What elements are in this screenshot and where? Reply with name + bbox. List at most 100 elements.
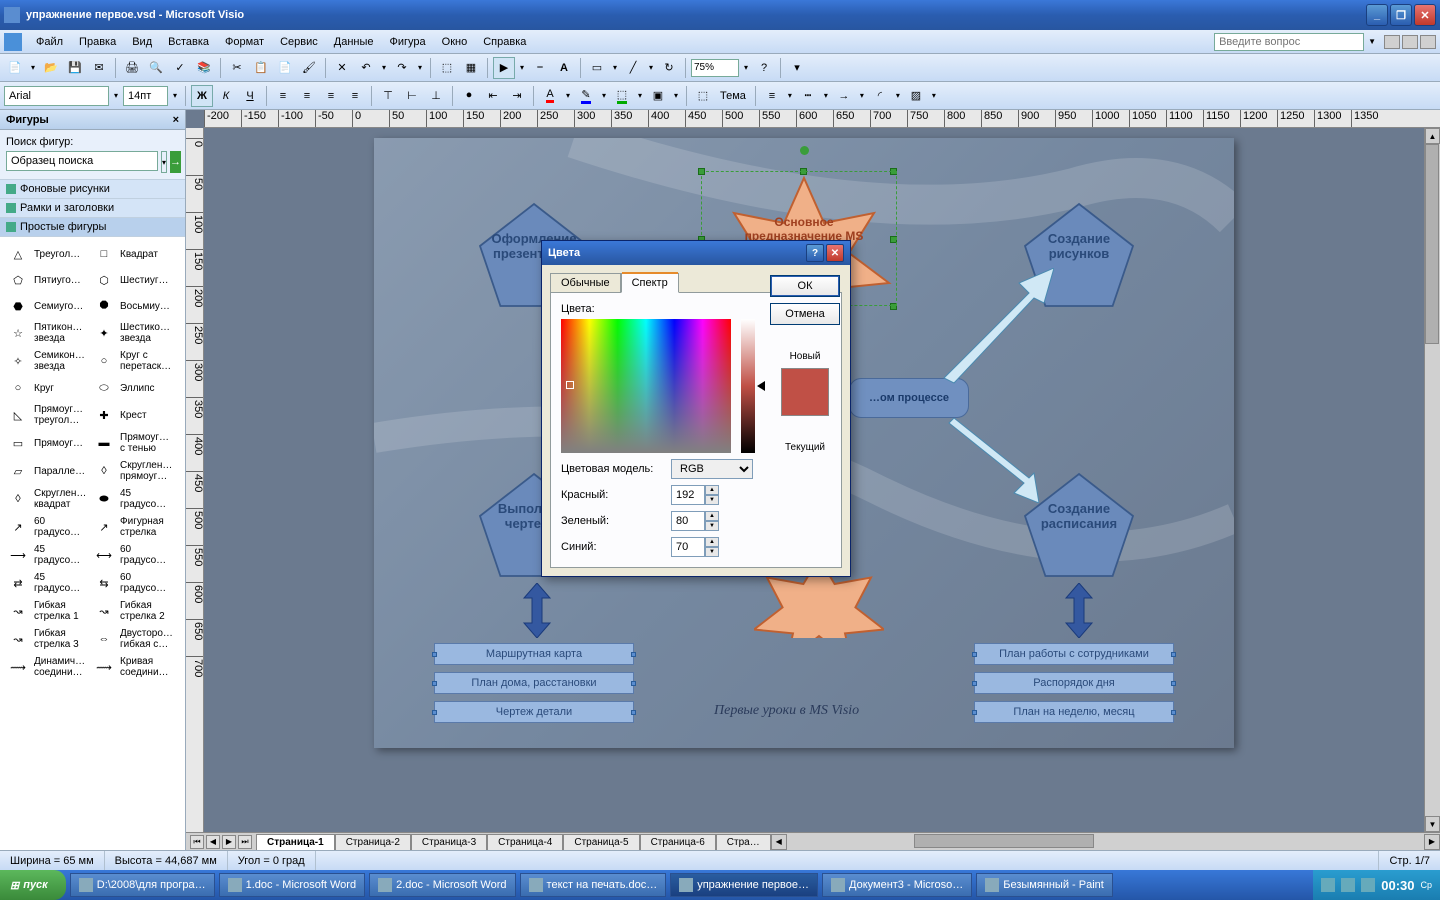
shape-stencil-item[interactable]: ⬡Шестиуг… — [90, 267, 176, 293]
align-top-button[interactable]: ⊤ — [377, 85, 399, 107]
more-button[interactable]: ▾ — [786, 57, 808, 79]
doc-restore-button[interactable] — [1402, 35, 1418, 49]
fill-color-button[interactable]: ⬚ — [611, 85, 633, 107]
ok-button[interactable]: ОК — [770, 275, 840, 297]
shape-stencil-item[interactable]: ⬠Пятиуго… — [4, 267, 90, 293]
double-arrow-shape[interactable] — [522, 583, 552, 638]
taskbar-item[interactable]: Документ3 - Microso… — [822, 873, 972, 897]
taskbar-item[interactable]: Безымянный - Paint — [976, 873, 1113, 897]
scroll-thumb[interactable] — [914, 834, 1094, 848]
scroll-left-button[interactable]: ◀ — [771, 834, 787, 850]
tray-icon[interactable] — [1341, 878, 1355, 892]
shape-stencil-item[interactable]: ◊Скруглен… прямоуг… — [90, 457, 176, 485]
selection-handle[interactable] — [890, 168, 897, 175]
shape-stencil-item[interactable]: ↝Гибкая стрелка 3 — [4, 625, 90, 653]
luminance-slider[interactable] — [741, 319, 755, 453]
shape-stencil-item[interactable]: ⟿Кривая соедини… — [90, 653, 176, 681]
shape-stencil-item[interactable]: ⇆60 градусо… — [90, 569, 176, 597]
font-size-select[interactable] — [123, 86, 168, 106]
doc-minimize-button[interactable] — [1384, 35, 1400, 49]
taskbar-item[interactable]: упражнение первое… — [670, 873, 818, 897]
tray-icon[interactable] — [1361, 878, 1375, 892]
double-arrow-shape[interactable] — [1064, 583, 1094, 638]
text-tool-button[interactable]: A — [553, 57, 575, 79]
shape-stencil-item[interactable]: ↗60 градусо… — [4, 513, 90, 541]
scroll-up-button[interactable]: ▲ — [1425, 128, 1440, 144]
tray-icon[interactable] — [1321, 878, 1335, 892]
undo-dropdown[interactable]: ▾ — [379, 63, 389, 72]
spelling-button[interactable]: ✓ — [169, 57, 191, 79]
shape-stencil-item[interactable]: ○Круг — [4, 375, 90, 401]
page-tab[interactable]: Стра… — [716, 834, 771, 850]
print-button[interactable]: 🖨 — [121, 57, 143, 79]
dialog-help-button[interactable]: ? — [806, 244, 824, 262]
menu-data[interactable]: Данные — [326, 33, 382, 51]
spin-down-button[interactable]: ▼ — [705, 547, 719, 557]
shape-stencil-item[interactable]: ✚Крест — [90, 401, 176, 429]
shape-stencil-item[interactable]: ◊Скруглен… квадрат — [4, 485, 90, 513]
dialog-titlebar[interactable]: Цвета ? ✕ — [542, 241, 850, 265]
minimize-button[interactable]: _ — [1366, 4, 1388, 26]
shape-stencil-item[interactable]: ⟶45 градусо… — [4, 541, 90, 569]
scroll-thumb[interactable] — [1425, 144, 1439, 344]
align-left-button[interactable]: ≡ — [272, 85, 294, 107]
taskbar-item[interactable]: D:\2008\для програ… — [70, 873, 215, 897]
line-pattern-button[interactable]: ┅ — [797, 85, 819, 107]
undo-button[interactable]: ↶ — [355, 57, 377, 79]
new-button[interactable]: 📄 — [4, 57, 26, 79]
shape-stencil-item[interactable]: ⬣Семиуго… — [4, 293, 90, 319]
spin-down-button[interactable]: ▼ — [705, 495, 719, 505]
font-select[interactable] — [4, 86, 109, 106]
shapes-search-go-button[interactable]: → — [170, 151, 181, 173]
page-tab[interactable]: Страница-5 — [563, 834, 639, 850]
underline-button[interactable]: Ч — [239, 85, 261, 107]
help-dropdown-icon[interactable]: ▼ — [1368, 37, 1376, 46]
help-search-input[interactable] — [1214, 33, 1364, 51]
shape-stencil-item[interactable]: ◺Прямоуг… треугол… — [4, 401, 90, 429]
paste-button[interactable]: 📄 — [274, 57, 296, 79]
shapes-category[interactable]: Фоновые рисунки — [0, 180, 185, 199]
font-color-button[interactable]: A — [539, 85, 561, 107]
taskbar-item[interactable]: 2.doc - Microsoft Word — [369, 873, 515, 897]
align-middle-button[interactable]: ⊢ — [401, 85, 423, 107]
shape-stencil-item[interactable]: ↝Гибкая стрелка 2 — [90, 597, 176, 625]
list-item-shape[interactable]: План на неделю, месяц — [974, 701, 1174, 723]
shape-stencil-item[interactable]: ⬬45 градусо… — [90, 485, 176, 513]
spin-down-button[interactable]: ▼ — [705, 521, 719, 531]
rotation-handle[interactable] — [800, 146, 809, 155]
shapes-search-input[interactable] — [6, 151, 158, 171]
red-input[interactable] — [671, 485, 705, 505]
page-tab[interactable]: Страница-6 — [640, 834, 716, 850]
start-button[interactable]: ⊞пуск — [0, 870, 66, 900]
delete-button[interactable]: ✕ — [331, 57, 353, 79]
connector-arrow[interactable] — [939, 418, 1039, 503]
transparency-button[interactable]: ▨ — [905, 85, 927, 107]
dialog-tab-spectrum[interactable]: Спектр — [621, 273, 679, 293]
spin-up-button[interactable]: ▲ — [705, 511, 719, 521]
taskbar-item[interactable]: текст на печать.doc… — [520, 873, 667, 897]
menu-help[interactable]: Справка — [475, 33, 534, 51]
vertical-scrollbar[interactable]: ▲ ▼ — [1424, 128, 1440, 832]
cancel-button[interactable]: Отмена — [770, 303, 840, 325]
line-weight-button[interactable]: ≡ — [761, 85, 783, 107]
shapes-category[interactable]: Простые фигуры — [0, 218, 185, 237]
spin-up-button[interactable]: ▲ — [705, 485, 719, 495]
new-dropdown[interactable]: ▾ — [28, 63, 38, 72]
page-tab[interactable]: Страница-4 — [487, 834, 563, 850]
research-button[interactable]: 📚 — [193, 57, 215, 79]
shape-stencil-item[interactable]: ☆Пятикон… звезда — [4, 319, 90, 347]
selection-handle[interactable] — [890, 236, 897, 243]
page-next-button[interactable]: ▶ — [222, 835, 236, 849]
shape-stencil-item[interactable]: □Квадрат — [90, 241, 176, 267]
italic-button[interactable]: К — [215, 85, 237, 107]
corners-button[interactable]: ◜ — [869, 85, 891, 107]
print-preview-button[interactable]: 🔍 — [145, 57, 167, 79]
close-button[interactable]: ✕ — [1414, 4, 1436, 26]
data-button[interactable]: ▦ — [460, 57, 482, 79]
open-button[interactable]: 📂 — [40, 57, 62, 79]
bullets-button[interactable]: ⦁ — [458, 85, 480, 107]
color-model-select[interactable]: RGB — [671, 459, 753, 479]
menu-edit[interactable]: Правка — [71, 33, 124, 51]
spin-up-button[interactable]: ▲ — [705, 537, 719, 547]
page-first-button[interactable]: ⏮ — [190, 835, 204, 849]
